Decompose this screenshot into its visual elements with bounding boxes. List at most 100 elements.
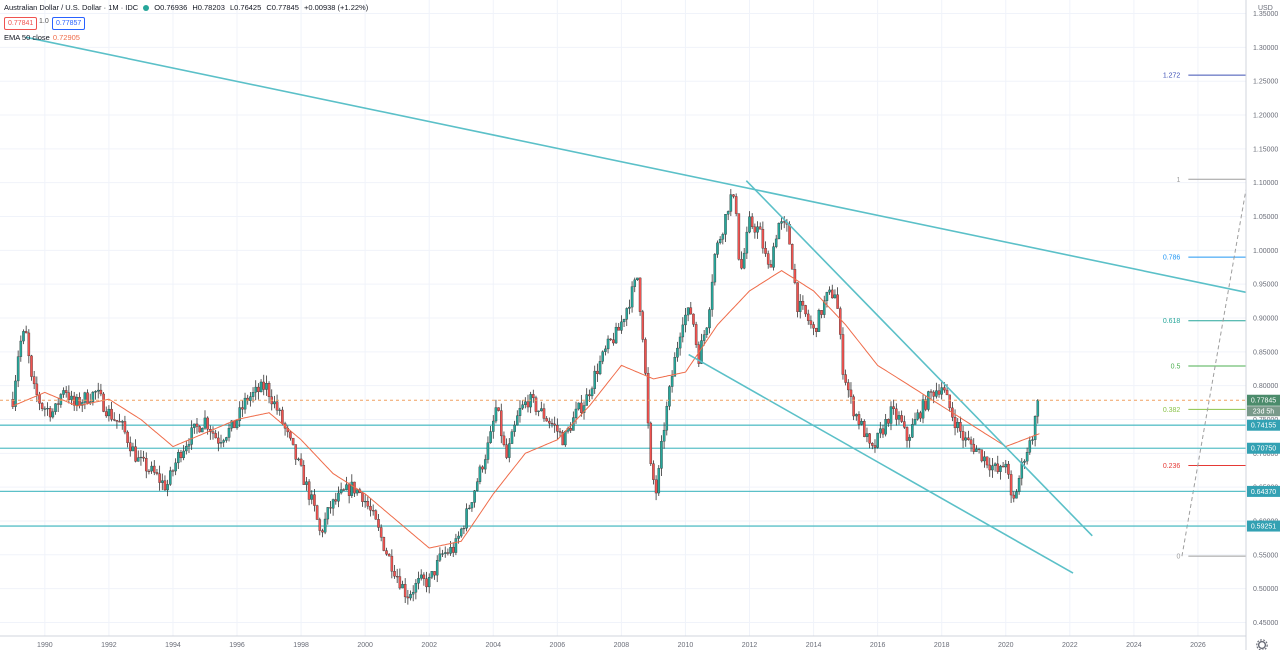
candle-body xyxy=(983,456,986,462)
x-tick-label: 2008 xyxy=(614,642,630,649)
y-tick-label: 1.25000 xyxy=(1253,79,1278,86)
candle-body xyxy=(913,419,917,425)
candle-body xyxy=(665,405,669,431)
candle-body xyxy=(713,254,717,283)
candle-body xyxy=(849,389,853,397)
candle-body xyxy=(331,499,335,509)
candle-body xyxy=(102,393,105,412)
candle-body xyxy=(206,417,209,430)
ohlc-change: +0.00938 (+1.22%) xyxy=(303,3,369,12)
candle-body xyxy=(128,442,132,452)
candle-body xyxy=(46,408,49,410)
countdown-tag xyxy=(1247,406,1280,417)
trendline[interactable] xyxy=(745,180,1093,537)
candle-body xyxy=(443,552,447,554)
candle-body xyxy=(895,408,898,420)
candle-body xyxy=(542,408,546,419)
trendline[interactable] xyxy=(25,36,1247,294)
candle-body xyxy=(361,492,364,502)
x-tick-label: 1990 xyxy=(37,642,53,649)
candle-body xyxy=(409,593,412,599)
candle-body xyxy=(163,480,167,491)
candle-body xyxy=(889,406,893,424)
candle-body xyxy=(924,399,927,410)
fib-level-label: 0.236 xyxy=(1163,463,1181,470)
candle-body xyxy=(772,246,775,268)
candle-body xyxy=(817,310,821,332)
candle-body xyxy=(753,226,757,233)
level-price-label: 0.70750 xyxy=(1251,446,1276,453)
candle-body xyxy=(900,415,903,422)
candle-body xyxy=(24,331,28,334)
candle-body xyxy=(267,383,271,397)
candle-body xyxy=(334,499,338,502)
candle-body xyxy=(147,470,151,473)
level-price-label: 0.74155 xyxy=(1251,423,1276,430)
x-tick-label: 2006 xyxy=(550,642,566,649)
fib-level-label: 1.272 xyxy=(1163,73,1181,80)
candle-body xyxy=(457,535,460,539)
candle-body xyxy=(502,435,506,445)
trendlines[interactable] xyxy=(25,36,1247,574)
candle-body xyxy=(505,444,508,458)
candle-body xyxy=(868,433,871,444)
ema-legend[interactable]: EMA 50 close 0.72905 xyxy=(4,33,80,42)
symbol-title[interactable]: Australian Dollar / U.S. Dollar · 1M · I… xyxy=(4,3,139,12)
candle-body xyxy=(62,390,65,395)
candle-body xyxy=(812,324,815,329)
candle-body xyxy=(905,427,909,441)
candle-body xyxy=(969,439,973,445)
candle-body xyxy=(179,452,183,459)
fib-level-label: 0.5 xyxy=(1171,364,1181,371)
trendline[interactable] xyxy=(688,353,1074,574)
candle-body xyxy=(78,396,81,406)
candle-body xyxy=(417,578,420,584)
x-axis-labels: 1990 1992 1994 1996 1998 2000 2002 2004 2006 2008… xyxy=(37,642,1206,649)
candle-body xyxy=(798,301,802,312)
candle-body xyxy=(305,481,308,485)
candle-body xyxy=(657,468,661,494)
candle-body xyxy=(262,381,265,390)
candle-body xyxy=(596,370,599,375)
candle-body xyxy=(190,427,193,445)
candle-body xyxy=(38,394,41,404)
candle-body xyxy=(782,221,786,223)
candle-body xyxy=(676,347,679,358)
x-tick-label: 1996 xyxy=(229,642,245,649)
candle-body xyxy=(169,470,172,485)
x-tick-label: 2014 xyxy=(806,642,822,649)
candle-body xyxy=(281,409,284,424)
candle-body xyxy=(740,259,743,269)
candle-body xyxy=(609,338,612,340)
settings-gear-icon[interactable] xyxy=(1256,639,1268,650)
candle-body xyxy=(291,437,295,445)
ema-50-line xyxy=(12,269,1040,549)
candle-body xyxy=(710,281,714,310)
candle-body xyxy=(561,432,564,446)
candle-body xyxy=(764,247,767,254)
candle-body xyxy=(467,507,471,510)
candle-body xyxy=(80,402,84,406)
buy-button[interactable]: 0.77857 xyxy=(52,17,86,30)
candle-body xyxy=(756,226,759,233)
candle-body xyxy=(371,510,375,512)
candle-body xyxy=(927,391,930,410)
candle-body xyxy=(604,348,607,352)
candle-body xyxy=(96,389,100,392)
candle-body xyxy=(166,484,169,491)
candle-body xyxy=(758,226,762,230)
sell-button[interactable]: 0.77841 xyxy=(4,17,38,30)
x-tick-label: 2010 xyxy=(678,642,694,649)
candle-body xyxy=(19,340,23,357)
candle-body xyxy=(873,445,877,448)
candle-body xyxy=(844,374,847,383)
candle-body xyxy=(860,421,863,425)
x-tick-label: 2022 xyxy=(1062,642,1078,649)
candle-body xyxy=(1007,463,1010,475)
candle-body xyxy=(737,213,741,260)
candle-body xyxy=(652,463,655,480)
candle-body xyxy=(363,500,367,503)
candle-body xyxy=(967,437,970,440)
candle-body xyxy=(427,576,431,588)
